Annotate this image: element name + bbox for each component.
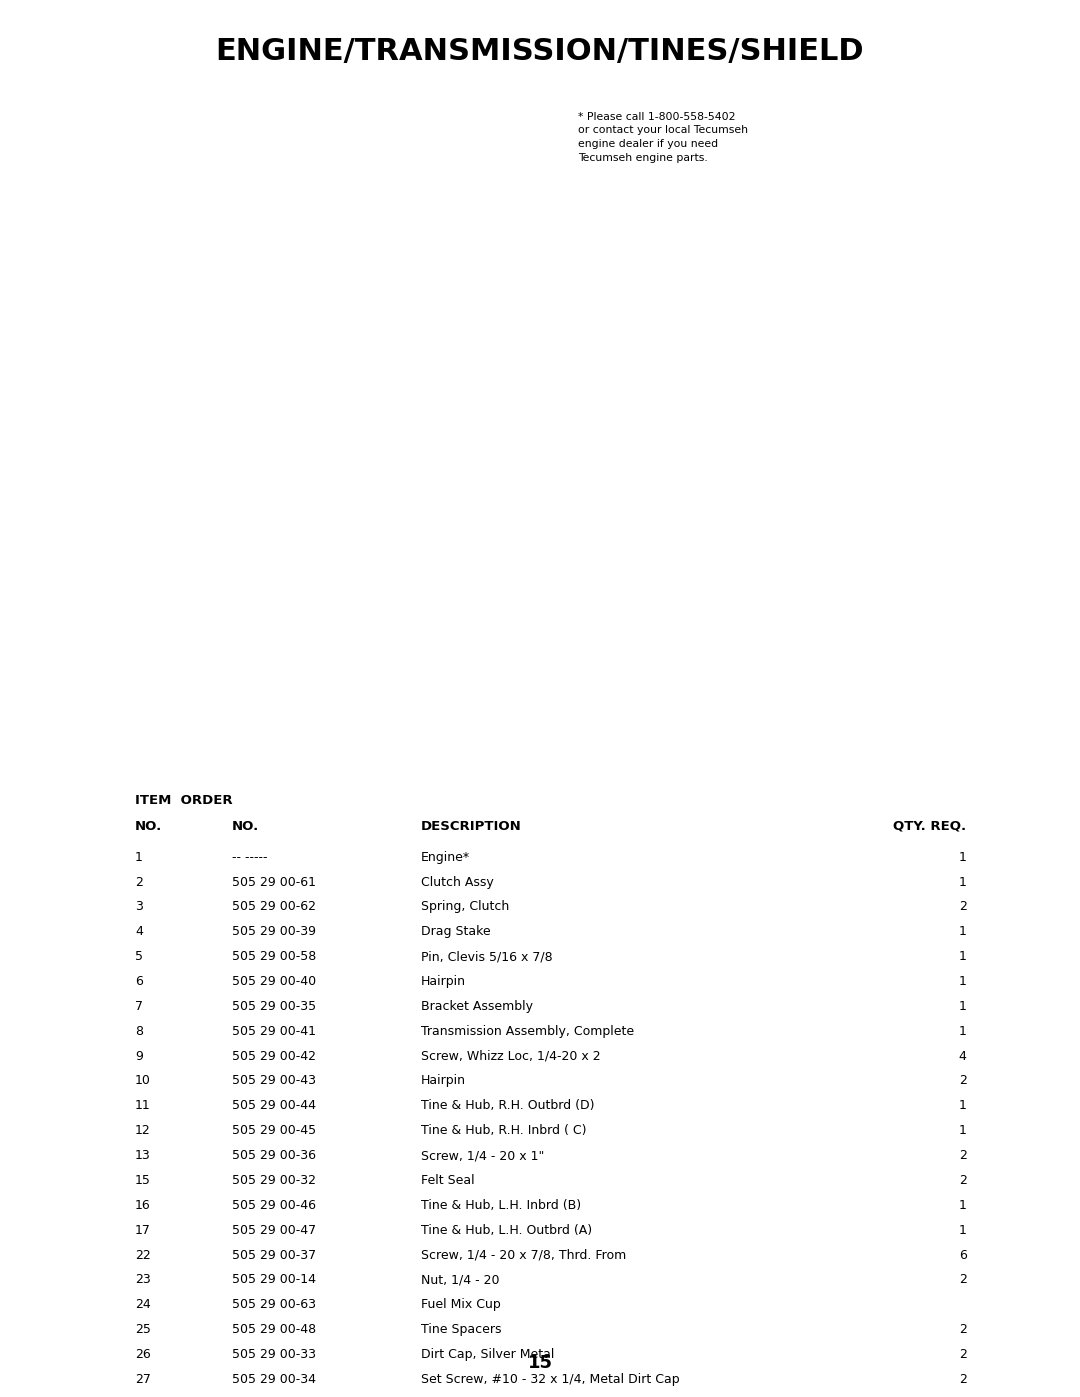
Text: 1: 1: [959, 876, 967, 888]
Text: 1: 1: [959, 975, 967, 988]
Text: Transmission Assembly, Complete: Transmission Assembly, Complete: [421, 1025, 634, 1038]
Text: 505 29 00-58: 505 29 00-58: [232, 950, 316, 963]
Text: 505 29 00-63: 505 29 00-63: [232, 1298, 316, 1312]
Text: Clutch Assy: Clutch Assy: [421, 876, 494, 888]
Text: NO.: NO.: [232, 820, 259, 833]
Text: Pin, Clevis 5/16 x 7/8: Pin, Clevis 5/16 x 7/8: [421, 950, 553, 963]
Text: 9: 9: [135, 1049, 143, 1063]
Text: 2: 2: [959, 1348, 967, 1361]
Text: 1: 1: [959, 1000, 967, 1013]
Text: 1: 1: [959, 925, 967, 939]
Text: Tine & Hub, R.H. Inbrd ( C): Tine & Hub, R.H. Inbrd ( C): [421, 1125, 586, 1137]
Text: 2: 2: [135, 876, 143, 888]
Text: 505 29 00-37: 505 29 00-37: [232, 1249, 316, 1261]
Text: 505 29 00-14: 505 29 00-14: [232, 1274, 316, 1287]
Text: Set Screw, #10 - 32 x 1/4, Metal Dirt Cap: Set Screw, #10 - 32 x 1/4, Metal Dirt Ca…: [421, 1373, 679, 1386]
Text: Hairpin: Hairpin: [421, 975, 467, 988]
Text: Drag Stake: Drag Stake: [421, 925, 490, 939]
Text: Hairpin: Hairpin: [421, 1074, 467, 1087]
Text: 1: 1: [135, 851, 143, 863]
Text: 1: 1: [959, 1099, 967, 1112]
Text: 505 29 00-34: 505 29 00-34: [232, 1373, 316, 1386]
Text: 26: 26: [135, 1348, 151, 1361]
Text: -- -----: -- -----: [232, 851, 268, 863]
Text: 505 29 00-33: 505 29 00-33: [232, 1348, 316, 1361]
Text: ITEM  ORDER: ITEM ORDER: [135, 793, 232, 806]
Text: 16: 16: [135, 1199, 151, 1211]
Text: Engine*: Engine*: [421, 851, 470, 863]
Text: 3: 3: [135, 901, 143, 914]
Text: 1: 1: [959, 1199, 967, 1211]
Text: 1: 1: [959, 1125, 967, 1137]
Text: 2: 2: [959, 1373, 967, 1386]
Text: 23: 23: [135, 1274, 151, 1287]
Text: 505 29 00-35: 505 29 00-35: [232, 1000, 316, 1013]
Text: Tine & Hub, L.H. Inbrd (B): Tine & Hub, L.H. Inbrd (B): [421, 1199, 581, 1211]
Text: 2: 2: [959, 1323, 967, 1336]
Text: 505 29 00-45: 505 29 00-45: [232, 1125, 316, 1137]
Text: 505 29 00-47: 505 29 00-47: [232, 1224, 316, 1236]
Text: 505 29 00-39: 505 29 00-39: [232, 925, 316, 939]
Text: 4: 4: [135, 925, 143, 939]
Text: 505 29 00-32: 505 29 00-32: [232, 1173, 316, 1187]
Text: 2: 2: [959, 1074, 967, 1087]
Text: 2: 2: [959, 1274, 967, 1287]
Text: 6: 6: [959, 1249, 967, 1261]
Text: 11: 11: [135, 1099, 151, 1112]
Text: 15: 15: [527, 1355, 553, 1372]
Text: 13: 13: [135, 1150, 151, 1162]
Text: 17: 17: [135, 1224, 151, 1236]
Text: 505 29 00-61: 505 29 00-61: [232, 876, 316, 888]
Text: 505 29 00-42: 505 29 00-42: [232, 1049, 316, 1063]
Text: 7: 7: [135, 1000, 143, 1013]
Text: Felt Seal: Felt Seal: [421, 1173, 475, 1187]
Text: 4: 4: [959, 1049, 967, 1063]
Text: 505 29 00-62: 505 29 00-62: [232, 901, 316, 914]
Text: * Please call 1-800-558-5402
or contact your local Tecumseh
engine dealer if you: * Please call 1-800-558-5402 or contact …: [578, 112, 747, 162]
Text: QTY. REQ.: QTY. REQ.: [893, 820, 967, 833]
Text: 505 29 00-46: 505 29 00-46: [232, 1199, 316, 1211]
Text: 505 29 00-36: 505 29 00-36: [232, 1150, 316, 1162]
Text: 505 29 00-43: 505 29 00-43: [232, 1074, 316, 1087]
Text: 1: 1: [959, 1025, 967, 1038]
Text: 6: 6: [135, 975, 143, 988]
Text: 8: 8: [135, 1025, 143, 1038]
Text: 1: 1: [959, 851, 967, 863]
Text: 10: 10: [135, 1074, 151, 1087]
Text: 25: 25: [135, 1323, 151, 1336]
Text: 1: 1: [959, 950, 967, 963]
Text: 2: 2: [959, 1173, 967, 1187]
Text: NO.: NO.: [135, 820, 162, 833]
Text: 5: 5: [135, 950, 143, 963]
Text: Screw, 1/4 - 20 x 7/8, Thrd. From: Screw, 1/4 - 20 x 7/8, Thrd. From: [421, 1249, 626, 1261]
Text: 15: 15: [135, 1173, 151, 1187]
Text: 2: 2: [959, 901, 967, 914]
Text: Bracket Assembly: Bracket Assembly: [421, 1000, 534, 1013]
Text: 24: 24: [135, 1298, 151, 1312]
Text: 2: 2: [959, 1150, 967, 1162]
Text: DESCRIPTION: DESCRIPTION: [421, 820, 522, 833]
Text: Tine & Hub, L.H. Outbrd (A): Tine & Hub, L.H. Outbrd (A): [421, 1224, 592, 1236]
Text: Tine Spacers: Tine Spacers: [421, 1323, 502, 1336]
Text: 22: 22: [135, 1249, 151, 1261]
Text: 505 29 00-44: 505 29 00-44: [232, 1099, 316, 1112]
Text: 27: 27: [135, 1373, 151, 1386]
Text: Nut, 1/4 - 20: Nut, 1/4 - 20: [421, 1274, 500, 1287]
Text: 1: 1: [959, 1224, 967, 1236]
Text: Fuel Mix Cup: Fuel Mix Cup: [421, 1298, 501, 1312]
Text: 505 29 00-40: 505 29 00-40: [232, 975, 316, 988]
Text: Screw, 1/4 - 20 x 1": Screw, 1/4 - 20 x 1": [421, 1150, 544, 1162]
Text: ENGINE/TRANSMISSION/TINES/SHIELD: ENGINE/TRANSMISSION/TINES/SHIELD: [216, 38, 864, 66]
Text: Screw, Whizz Loc, 1/4-20 x 2: Screw, Whizz Loc, 1/4-20 x 2: [421, 1049, 600, 1063]
Text: 505 29 00-41: 505 29 00-41: [232, 1025, 316, 1038]
Text: 505 29 00-48: 505 29 00-48: [232, 1323, 316, 1336]
Text: 12: 12: [135, 1125, 151, 1137]
Text: Tine & Hub, R.H. Outbrd (D): Tine & Hub, R.H. Outbrd (D): [421, 1099, 595, 1112]
Text: Spring, Clutch: Spring, Clutch: [421, 901, 510, 914]
Text: Dirt Cap, Silver Metal: Dirt Cap, Silver Metal: [421, 1348, 554, 1361]
